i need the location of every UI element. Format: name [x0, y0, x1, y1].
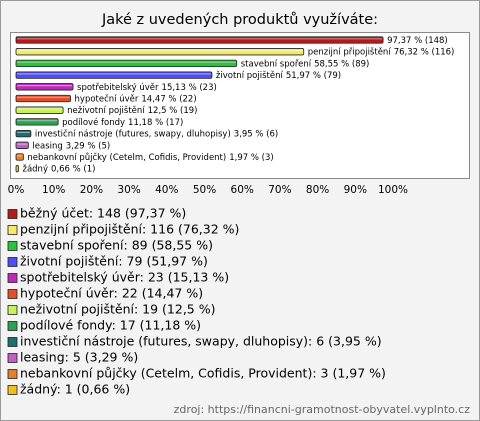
bar-label: nebankovní půjčky (Cetelm, Cofidis, Prov…: [27, 152, 273, 163]
bar: [15, 129, 32, 138]
legend-label: stavební spoření: 89 (58,55 %): [20, 238, 213, 253]
bar-label: spotřebitelský úvěr 15,13 % (23): [77, 82, 217, 92]
x-tick-label: 100%: [378, 184, 408, 196]
category-label: životní pojištění: [216, 70, 284, 81]
bar-label: žádný 0,66 % (1): [22, 164, 95, 174]
value-label: 14,47 % (22): [141, 94, 196, 104]
legend-swatch: [7, 273, 18, 283]
bar: [15, 83, 74, 91]
bar-label: leasing 3,29 % (5): [32, 141, 110, 151]
legend-swatch: [7, 385, 18, 395]
value-label: 3,95 % (6): [234, 129, 278, 139]
value-label: 0,66 % (1): [51, 164, 95, 174]
legend-swatch: [7, 289, 18, 299]
legend-label: penzijní připojištění: 116 (76,32 %): [20, 222, 239, 237]
bar: [15, 106, 64, 114]
legend-swatch: [7, 337, 18, 347]
legend-label: investiční nástroje (futures, swapy, dlu…: [20, 334, 382, 349]
bar-label: životní pojištění 51,97 % (79): [216, 70, 341, 81]
legend-label: běžný účet: 148 (97,37 %): [20, 206, 186, 221]
x-tick-label: 30%: [117, 184, 140, 196]
x-tick-label: 70%: [268, 184, 291, 196]
bar: [15, 118, 59, 126]
bar: [15, 71, 213, 79]
x-tick-label: 0%: [8, 184, 25, 196]
legend-label: žádný: 1 (0,66 %): [20, 382, 130, 397]
value-label: 51,97 % (79): [286, 71, 341, 81]
legend-swatch: [7, 353, 18, 363]
bar-label: penzijní připojištění 76,32 % (116): [308, 46, 455, 57]
legend-swatch: [7, 225, 18, 235]
category-label: investiční nástroje (futures, swapy, dlu…: [35, 128, 231, 139]
plot-area: [10, 32, 470, 179]
legend-swatch: [7, 241, 18, 251]
category-label: penzijní připojištění: [308, 46, 392, 57]
bar-label: investiční nástroje (futures, swapy, dlu…: [35, 128, 278, 139]
category-label: nebankovní půjčky (Cetelm, Cofidis, Prov…: [27, 152, 226, 163]
bar: [15, 36, 384, 44]
category-label: stavební spoření: [241, 59, 312, 69]
bar-label: hypoteční úvěr 14,47 % (22): [75, 93, 197, 104]
category-label: neživotní pojištění: [67, 105, 145, 116]
bar: [15, 48, 305, 56]
bar-label: neživotní pojištění 12,5 % (19): [67, 105, 197, 116]
value-label: 97,37 % (148): [387, 36, 448, 46]
x-tick-label: 90%: [344, 184, 367, 196]
value-label: 11,18 % (17): [128, 117, 183, 127]
legend-swatch: [7, 209, 18, 219]
source: zdroj: https://financni-gramotnost-obyva…: [174, 403, 471, 416]
category-label: hypoteční úvěr: [75, 93, 139, 104]
legend-label: nebankovní půjčky (Cetelm, Cofidis, Prov…: [20, 366, 386, 381]
legend-swatch: [7, 369, 18, 379]
bar: [15, 165, 19, 173]
legend-label: hypoteční úvěr: 22 (14,47 %): [20, 286, 203, 301]
value-label: 15,13 % (23): [162, 82, 217, 92]
legend-label: spotřebitelský úvěr: 23 (15,13 %): [20, 270, 229, 285]
value-label: 1,97 % (3): [229, 153, 273, 163]
value-label: 58,55 % (89): [314, 59, 369, 69]
legend-label: neživotní pojištění: 19 (12,5 %): [20, 302, 216, 317]
value-label: 76,32 % (116): [394, 47, 455, 57]
legend-swatch: [7, 257, 18, 267]
legend-label: životní pojištění: 79 (51,97 %): [20, 254, 208, 269]
bar: [15, 59, 238, 68]
x-tick-label: 80%: [306, 184, 329, 196]
x-tick-label: 40%: [155, 184, 178, 196]
chart-title: Jaké z uvedených produktů využíváte:: [101, 12, 378, 28]
category-label: žádný: [22, 164, 47, 174]
x-tick-label: 50%: [193, 184, 216, 196]
bar: [15, 141, 29, 149]
bar-label: podílové fondy 11,18 % (17): [62, 116, 183, 127]
category-label: spotřebitelský úvěr: [77, 82, 159, 92]
category-label: podílové fondy: [62, 116, 125, 127]
value-label: 12,5 % (19): [148, 106, 198, 116]
legend-swatch: [7, 321, 18, 331]
bar: [15, 153, 24, 161]
legend-label: podílové fondy: 17 (11,18 %): [20, 318, 201, 333]
x-tick-label: 20%: [80, 184, 103, 196]
category-label: leasing: [32, 141, 62, 151]
bar-label: 97,37 % (148): [387, 36, 448, 46]
x-tick-label: 10%: [42, 184, 65, 196]
bar-label: stavební spoření 58,55 % (89): [241, 59, 370, 69]
x-tick-label: 60%: [231, 184, 254, 196]
value-label: 3,29 % (5): [66, 141, 110, 151]
legend-label: leasing: 5 (3,29 %): [20, 350, 138, 365]
legend-swatch: [7, 305, 18, 315]
bar: [15, 94, 71, 103]
